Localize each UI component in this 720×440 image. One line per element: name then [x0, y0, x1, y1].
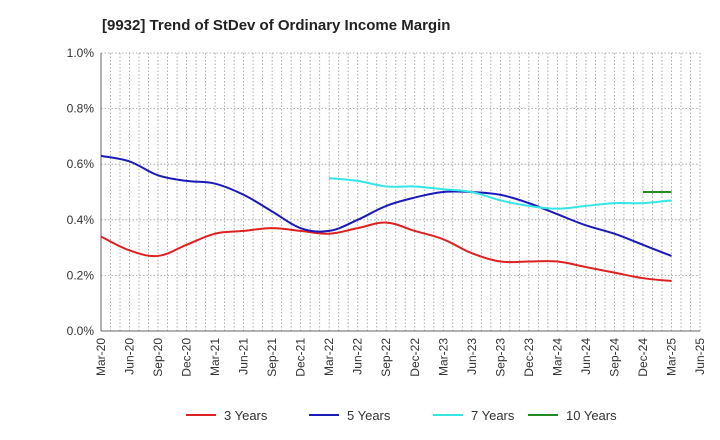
x-tick-label: Mar-20 [94, 338, 108, 376]
x-tick-label: Dec-23 [522, 338, 536, 377]
x-tick-label: Dec-24 [636, 338, 650, 377]
x-tick-label: Jun-23 [465, 338, 479, 375]
x-tick-label: Jun-24 [579, 338, 593, 375]
x-tick-label: Sep-23 [493, 338, 507, 377]
y-tick-label: 0.0% [67, 324, 95, 338]
legend-label: 5 Years [347, 408, 391, 423]
y-tick-label: 0.4% [67, 213, 95, 227]
x-tick-label: Sep-20 [151, 338, 165, 377]
x-tick-label: Sep-21 [265, 338, 279, 377]
x-tick-label: Dec-21 [294, 338, 308, 377]
legend-label: 3 Years [224, 408, 268, 423]
y-tick-label: 0.6% [67, 157, 95, 171]
x-tick-label: Jun-22 [351, 338, 365, 375]
x-tick-label: Sep-24 [607, 338, 621, 377]
x-tick-label: Mar-21 [208, 338, 222, 376]
x-tick-label: Jun-21 [237, 338, 251, 375]
series-line-3-years [100, 221, 672, 282]
grid [101, 52, 701, 331]
x-tick-label: Sep-22 [379, 338, 393, 377]
series-lines [100, 154, 672, 282]
series-line-5-years [100, 154, 672, 257]
x-tick-label: Dec-22 [408, 338, 422, 377]
x-tick-label: Mar-22 [322, 338, 336, 376]
y-tick-label: 1.0% [67, 46, 95, 60]
x-tick-label: Jun-20 [123, 338, 137, 375]
y-tick-label: 0.8% [67, 102, 95, 116]
x-tick-label: Dec-20 [180, 338, 194, 377]
chart-title: [9932] Trend of StDev of Ordinary Income… [102, 17, 450, 34]
plot-area [101, 53, 700, 331]
x-tick-label: Jun-25 [693, 338, 707, 375]
legend-label: 7 Years [471, 408, 515, 423]
x-tick-label: Mar-25 [664, 338, 678, 376]
axes: 0.0% 0.2% 0.4% 0.6% 0.8% 1.0% Mar-20 Jun-20 Sep-… [67, 46, 707, 377]
legend-label: 10 Years [566, 408, 617, 423]
x-tick-label: Mar-23 [436, 338, 450, 376]
series-line-7-years [329, 177, 672, 210]
legend: 3 Years 5 Years 7 Years 10 Years [186, 408, 617, 423]
plot-background [101, 53, 700, 331]
y-tick-label: 0.2% [67, 268, 95, 282]
x-tick-label: Mar-24 [550, 338, 564, 376]
